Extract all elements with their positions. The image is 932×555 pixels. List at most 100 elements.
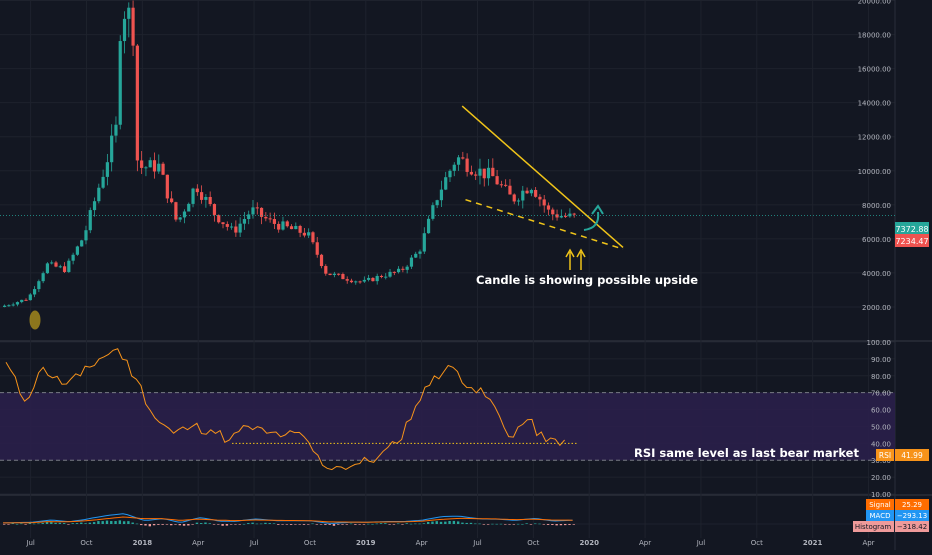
histogram-bar	[478, 523, 481, 525]
histogram-bar	[495, 523, 498, 525]
candle-body	[157, 163, 161, 172]
histogram-bar	[414, 523, 417, 525]
histogram-label-badge: Histogram −318.42	[853, 521, 929, 532]
candle-body	[362, 279, 366, 282]
histogram-bar	[328, 524, 331, 525]
histogram-bar	[247, 523, 250, 524]
histogram-bar	[204, 522, 207, 524]
rsi-layer	[5, 348, 577, 471]
histogram-bar	[3, 524, 6, 525]
histogram-bar	[11, 523, 14, 524]
projection-arrow-head	[591, 204, 604, 215]
rsi-band	[0, 392, 895, 461]
histogram-bar	[71, 523, 74, 524]
histogram-bar	[242, 523, 246, 525]
axis-layer: 2000.00 4000.00 6000.00 8000.00 10000.00 1200…	[25, 0, 891, 547]
histogram-bar	[521, 523, 524, 525]
candle-body	[140, 160, 144, 168]
histogram-bar	[135, 523, 139, 525]
histogram-bar	[101, 521, 104, 524]
histogram-bar	[456, 521, 460, 524]
candle-body	[212, 204, 217, 215]
x-tick-label: 2018	[133, 539, 153, 547]
candle-body	[529, 189, 533, 194]
histogram-bar	[221, 524, 224, 526]
histogram-bar	[28, 522, 32, 524]
candle-body	[538, 196, 542, 200]
candle-body	[504, 184, 508, 186]
x-tick-label: Oct	[80, 539, 92, 547]
histogram-bar	[268, 523, 271, 524]
candle-body	[345, 279, 349, 281]
candle-body	[54, 262, 58, 267]
histogram-bar	[294, 524, 297, 525]
histogram-bar	[118, 520, 122, 524]
histogram-bar	[461, 522, 464, 524]
candle-body	[15, 302, 20, 305]
histogram-bar	[110, 521, 113, 524]
candle-body	[272, 219, 277, 224]
histogram-bar	[127, 521, 130, 524]
histogram-bar	[422, 523, 426, 524]
candle-body	[101, 176, 105, 188]
candle-body	[75, 246, 80, 255]
histogram-bar	[448, 520, 451, 524]
candle-body	[341, 274, 345, 280]
candle-body	[277, 223, 281, 230]
histogram-bar	[140, 524, 143, 526]
histogram-label-name: Histogram	[855, 523, 891, 531]
candle-body	[281, 221, 285, 230]
candle-body	[234, 226, 238, 233]
candle-body	[396, 268, 401, 273]
candle-body	[551, 209, 555, 215]
candle-body	[80, 240, 84, 247]
histogram-bar	[114, 521, 117, 524]
histogram-bar	[405, 523, 408, 524]
histogram-bar	[555, 524, 558, 526]
candle-body	[259, 207, 264, 217]
candle-body	[268, 218, 272, 220]
histogram-bar	[67, 524, 70, 525]
histogram-bar	[255, 523, 259, 525]
candle-body	[499, 184, 503, 186]
current-price-badge: 7372.88	[895, 222, 929, 235]
candle-body	[474, 174, 478, 176]
histogram-bar	[80, 522, 83, 524]
candle-body	[178, 217, 182, 220]
price-tick-label: 14000.00	[858, 100, 891, 108]
candle-body	[50, 262, 54, 264]
candle-body	[439, 189, 444, 201]
up-arrow-icon	[576, 248, 586, 270]
rsi-band-layer	[0, 392, 895, 461]
candle-body	[418, 251, 422, 254]
histogram-bar	[465, 522, 468, 524]
histogram-bar	[572, 524, 575, 525]
histogram-bar	[272, 523, 276, 524]
histogram-bar	[431, 521, 434, 524]
candle-body	[238, 223, 242, 233]
signal-label-badge: Signal 25.29	[866, 499, 929, 510]
macd-label-name: MACD	[870, 512, 891, 520]
candle-body	[546, 205, 551, 210]
candle-body	[349, 280, 354, 283]
histogram-bar	[392, 524, 396, 525]
histogram-bar	[234, 524, 237, 525]
histogram-bar	[62, 523, 66, 524]
candle-body	[20, 299, 24, 303]
up-arrow-head	[565, 248, 575, 258]
histogram-bar	[508, 524, 511, 525]
histogram-bar	[277, 524, 280, 525]
current-price-value: 7372.88	[895, 225, 928, 234]
candle-body	[264, 216, 268, 219]
candle-body	[45, 263, 50, 274]
rsi-tick-label: 70.00	[871, 390, 891, 398]
candle-body	[67, 260, 71, 272]
candle-body	[41, 273, 45, 282]
histogram-bar	[512, 524, 516, 525]
histogram-bar	[469, 522, 473, 524]
candle-body	[405, 266, 409, 270]
x-tick-label: Apr	[192, 539, 204, 547]
candle-body	[431, 205, 435, 219]
candle-body	[328, 273, 332, 276]
